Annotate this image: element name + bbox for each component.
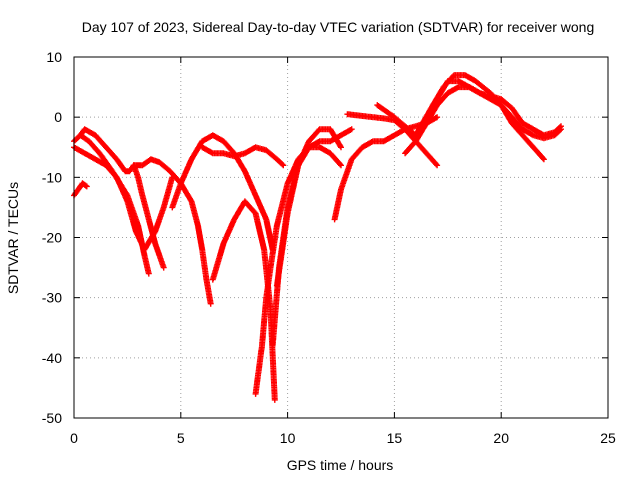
y-tick-label: -30	[42, 290, 62, 306]
series-arc-11	[273, 126, 344, 289]
y-tick-label: -20	[42, 230, 62, 246]
data-points	[77, 126, 167, 271]
series-arc-8	[199, 144, 287, 169]
y-tick-label: -50	[42, 410, 62, 426]
x-tick-label: 25	[600, 430, 616, 446]
data-points	[169, 132, 276, 253]
y-tick-label: -10	[42, 169, 62, 185]
y-tick-label: 10	[46, 49, 62, 65]
series-arc-6	[169, 132, 276, 253]
series-arc-4	[77, 126, 167, 271]
series-arc-16	[434, 78, 564, 139]
chart-title: Day 107 of 2023, Sidereal Day-to-day VTE…	[82, 19, 595, 35]
data-points	[199, 144, 287, 169]
x-tick-label: 0	[70, 430, 78, 446]
x-tick-label: 10	[280, 430, 296, 446]
x-tick-label: 20	[493, 430, 509, 446]
y-tick-label: -40	[42, 350, 62, 366]
y-tick-label: 0	[54, 109, 62, 125]
data-points	[434, 78, 564, 139]
y-axis-label: SDTVAR / TECUs	[5, 182, 21, 294]
x-tick-label: 15	[387, 430, 403, 446]
x-axis-label: GPS time / hours	[287, 457, 394, 473]
x-tick-label: 5	[177, 430, 185, 446]
data-points	[273, 126, 344, 289]
ticks: 0 5 10 15 20 25 -50 -40 -30 -20 -10 0 10	[42, 49, 616, 446]
